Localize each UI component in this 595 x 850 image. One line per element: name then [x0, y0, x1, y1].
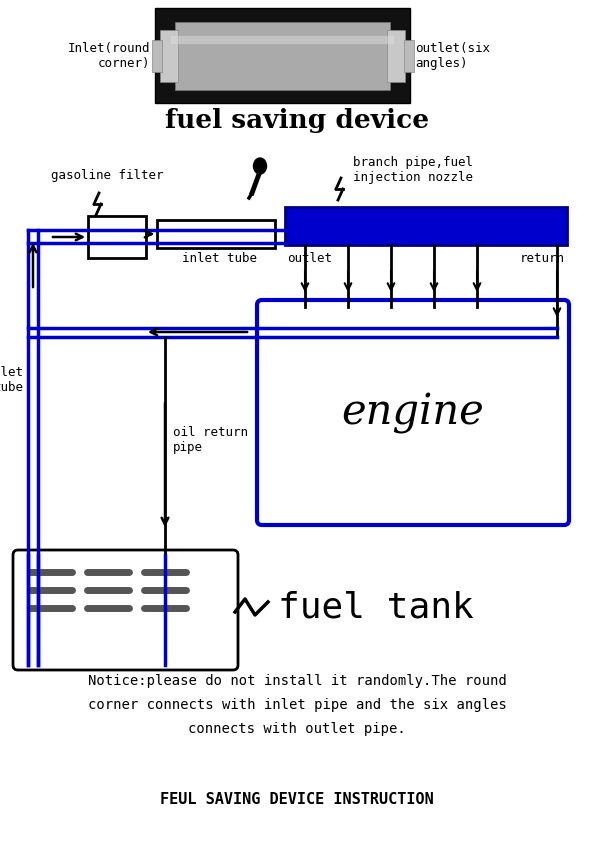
Bar [285, 207, 567, 245]
Text: oil return
pipe: oil return pipe [173, 426, 248, 454]
Bar [175, 22, 390, 90]
Bar [155, 8, 410, 103]
Text: branch pipe,fuel
injection nozzle: branch pipe,fuel injection nozzle [353, 156, 473, 184]
FancyBboxPatch shape [257, 300, 569, 525]
Bar [404, 40, 414, 72]
Text: gasoline filter: gasoline filter [51, 168, 163, 182]
Text: inlet tube: inlet tube [182, 252, 257, 264]
Text: outlet: outlet [287, 252, 332, 264]
Bar [88, 216, 146, 258]
Bar [387, 30, 405, 82]
Text: fuel tank: fuel tank [278, 590, 474, 624]
Text: engine: engine [342, 392, 484, 434]
Text: FEUL SAVING DEVICE INSTRUCTION: FEUL SAVING DEVICE INSTRUCTION [160, 792, 434, 808]
Text: Notice:please do not install it randomly.The round
corner connects with inlet pi: Notice:please do not install it randomly… [87, 674, 506, 736]
Ellipse shape [253, 158, 267, 174]
Text: Inlet(round
corner): Inlet(round corner) [67, 42, 150, 70]
Bar [160, 30, 178, 82]
Text: outlet
tube: outlet tube [0, 366, 23, 394]
Text: return: return [520, 252, 565, 264]
Bar [152, 40, 162, 72]
Text: fuel saving device: fuel saving device [165, 107, 429, 133]
Bar [157, 220, 275, 248]
FancyBboxPatch shape [13, 550, 238, 670]
Text: outlet(six
angles): outlet(six angles) [415, 42, 490, 70]
